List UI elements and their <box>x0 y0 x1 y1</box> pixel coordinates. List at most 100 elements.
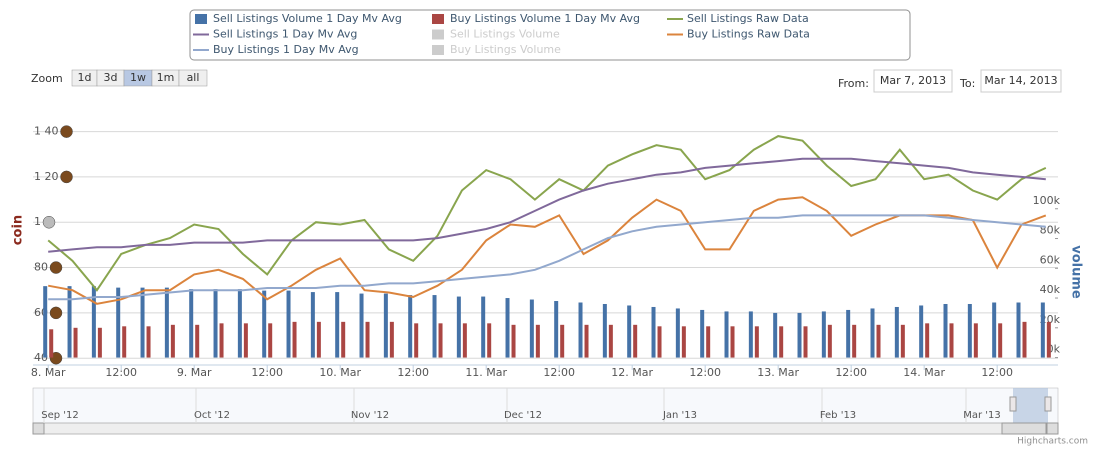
x-tick-label: 12. Mar <box>611 366 653 379</box>
from-value[interactable]: Mar 7, 2013 <box>880 74 946 87</box>
zoom-button-label[interactable]: all <box>187 71 200 84</box>
x-tick-label: 10. Mar <box>319 366 361 379</box>
navigator-label: Mar '13 <box>963 410 1001 421</box>
zoom-button[interactable] <box>178 69 208 87</box>
volume-bar <box>359 293 364 358</box>
legend-symbol[interactable] <box>432 29 444 40</box>
volume-bar <box>438 323 443 358</box>
y2-tick-label: 100k <box>1033 194 1061 207</box>
legend-item[interactable]: Sell Listings Volume <box>450 28 560 41</box>
y-tick-label: 80 <box>34 261 48 274</box>
zoom-button-label[interactable]: 1m <box>157 71 175 84</box>
zoom-label: Zoom <box>31 72 63 85</box>
volume-bar <box>852 324 857 358</box>
volume-bar <box>49 329 54 358</box>
zoom-button-label[interactable]: 3d <box>104 71 118 84</box>
y-tick-label: 1 40 <box>34 125 59 138</box>
volume-bar <box>383 293 388 358</box>
y-axis-title: coin <box>11 215 26 245</box>
scrollbar-thumb[interactable] <box>1001 422 1047 435</box>
volume-bar <box>870 308 875 358</box>
navigator-label: Dec '12 <box>504 410 542 421</box>
credits: Highcharts.com <box>1017 437 1088 447</box>
x-tick-label: 12:00 <box>397 366 429 379</box>
y2-tick-label: 60k <box>1040 253 1061 266</box>
navigator[interactable] <box>32 387 1059 424</box>
coin-icon <box>42 215 56 229</box>
x-tick-label: 11. Mar <box>465 366 507 379</box>
volume-bar <box>894 306 899 358</box>
volume-bar <box>414 323 419 358</box>
legend-item[interactable]: Buy Listings 1 Day Mv Avg <box>213 43 359 56</box>
x-tick-label: 12:00 <box>543 366 575 379</box>
y2-tick-label: 80k <box>1040 224 1061 237</box>
volume-bar <box>657 326 662 358</box>
scrollbar-track[interactable] <box>32 422 1059 435</box>
volume-bar <box>967 303 972 358</box>
volume-bar <box>651 306 656 358</box>
volume-bar <box>67 286 72 358</box>
x-tick-label: 9. Mar <box>177 366 212 379</box>
legend-symbol[interactable] <box>432 45 444 55</box>
navigator-label: Nov '12 <box>351 410 389 421</box>
legend-item[interactable]: Buy Listings Volume <box>450 43 561 56</box>
navigator-handle[interactable] <box>1044 396 1052 412</box>
y2-tick-label: 20k <box>1040 313 1061 326</box>
volume-bar <box>900 324 905 358</box>
legend-item[interactable]: Sell Listings Volume 1 Day Mv Avg <box>213 12 402 25</box>
volume-bar <box>73 327 78 358</box>
zoom-button-label[interactable]: 1d <box>78 71 92 84</box>
zoom-button-label[interactable]: 1w <box>130 71 146 84</box>
navigator-selection[interactable] <box>1013 388 1048 423</box>
series-line <box>47 135 1047 292</box>
to-input[interactable] <box>980 69 1062 93</box>
coin-icon <box>60 170 73 184</box>
legend-item[interactable]: Sell Listings Raw Data <box>687 12 809 25</box>
to-value[interactable]: Mar 14, 2013 <box>984 74 1057 87</box>
volume-bar <box>876 324 881 358</box>
volume-bar <box>268 323 273 358</box>
series-line <box>48 196 1047 305</box>
volume-bar <box>408 295 413 358</box>
legend-box <box>189 9 911 61</box>
volume-bar <box>584 324 589 358</box>
volume-bar <box>341 321 346 358</box>
volume-bar <box>627 305 632 358</box>
volume-bar <box>456 296 461 358</box>
volume-bar <box>846 309 851 358</box>
volume-bar <box>146 326 151 358</box>
volume-bar <box>164 287 169 358</box>
volume-bar <box>529 299 534 358</box>
navigator-handle[interactable] <box>1009 396 1017 412</box>
volume-bar <box>505 298 510 358</box>
x-tick-label: 12:00 <box>835 366 867 379</box>
navigator-label: Sep '12 <box>41 410 79 421</box>
volume-bar <box>973 323 978 358</box>
volume-bar <box>122 326 127 358</box>
navigator-label: Jan '13 <box>662 410 697 421</box>
volume-bar <box>608 324 613 358</box>
series-line <box>48 214 1046 301</box>
volume-bar <box>511 324 516 358</box>
coin-icon <box>49 306 63 320</box>
legend-symbol[interactable] <box>432 14 444 24</box>
scrollbar-right[interactable] <box>1046 422 1059 435</box>
navigator-label: Oct '12 <box>194 410 230 421</box>
volume-bar <box>316 321 321 358</box>
volume-bar <box>292 321 297 358</box>
x-tick-label: 12:00 <box>105 366 137 379</box>
legend-symbol[interactable] <box>195 14 207 24</box>
scrollbar-left[interactable] <box>32 422 45 435</box>
volume-bar <box>243 323 248 358</box>
volume-bar <box>949 323 954 358</box>
volume-bar <box>237 289 242 358</box>
volume-bar <box>706 326 711 358</box>
from-input[interactable] <box>873 69 953 93</box>
navigator-label: Feb '13 <box>820 410 856 421</box>
volume-bar <box>773 312 778 358</box>
legend-item[interactable]: Buy Listings Raw Data <box>687 28 810 41</box>
legend-item[interactable]: Buy Listings Volume 1 Day Mv Avg <box>450 12 640 25</box>
volume-bar <box>195 324 200 358</box>
volume-bar <box>919 305 924 358</box>
legend-item[interactable]: Sell Listings 1 Day Mv Avg <box>213 28 357 41</box>
